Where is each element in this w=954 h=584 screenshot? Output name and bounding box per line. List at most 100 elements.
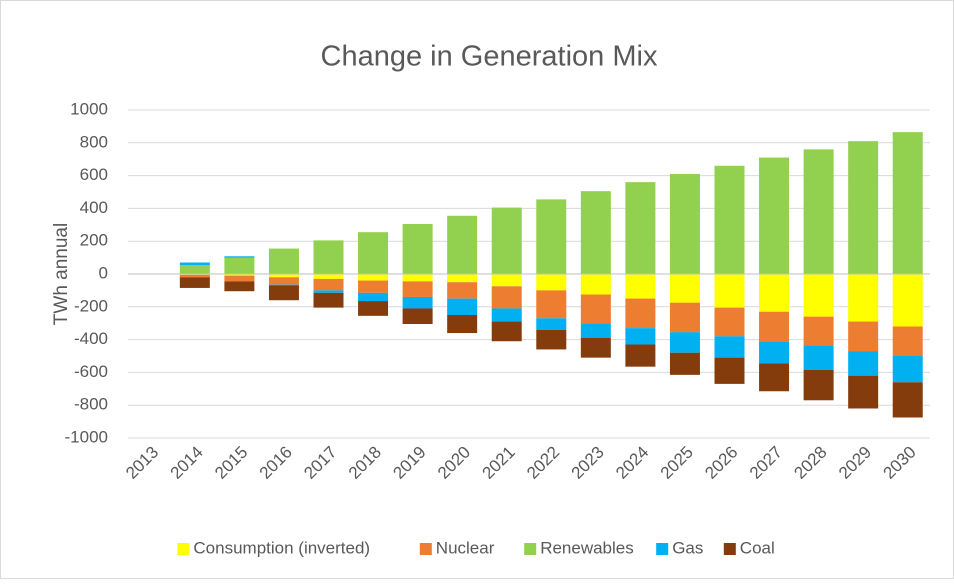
bar-segment: [447, 274, 478, 283]
bar-segment: [447, 315, 478, 334]
legend-label: Consumption (inverted): [193, 538, 370, 557]
legend-swatch: [524, 543, 537, 555]
bar-segment: [313, 278, 344, 291]
bar-segment: [669, 302, 700, 333]
bar-segment: [848, 321, 879, 352]
bar-segment: [402, 296, 433, 309]
bar-segment: [803, 369, 834, 401]
bar-segment: [268, 284, 299, 286]
y-tick-label: 1000: [70, 99, 108, 118]
legend-swatch: [177, 543, 190, 555]
bar-segment: [580, 294, 611, 324]
bar-segment: [669, 173, 700, 274]
bar-segment: [179, 264, 210, 274]
bar-segment: [358, 301, 389, 316]
bar-segment: [580, 323, 611, 338]
bar-segment: [402, 308, 433, 325]
bar-segment: [803, 345, 834, 370]
bar-segment: [402, 281, 433, 297]
bar-segment: [625, 328, 656, 345]
bar-segment: [580, 191, 611, 274]
bar-segment: [313, 292, 344, 308]
legend-label: Gas: [672, 538, 703, 557]
bar-segment: [447, 282, 478, 299]
bar-segment: [625, 298, 656, 329]
bar-segment: [491, 286, 522, 309]
bar-segment: [625, 182, 656, 274]
bar-segment: [580, 337, 611, 358]
bar-segment: [447, 298, 478, 315]
bar-segment: [892, 382, 923, 418]
bar-segment: [447, 215, 478, 274]
bar-segment: [358, 274, 389, 281]
bar-segment: [714, 307, 745, 337]
y-tick-label: 200: [80, 231, 108, 250]
bar-segment: [268, 277, 299, 285]
bar-segment: [714, 165, 745, 274]
bar-segment: [179, 277, 210, 288]
y-tick-label: 800: [80, 132, 108, 151]
bar-segment: [536, 318, 567, 330]
legend-label: Nuclear: [436, 538, 495, 557]
y-axis-label: TWh annual: [51, 223, 72, 325]
bar-segment: [491, 274, 522, 287]
bar-segment: [892, 132, 923, 274]
legend-label: Coal: [740, 538, 775, 557]
bar-segment: [669, 274, 700, 303]
bar-segment: [358, 280, 389, 293]
y-tick-label: -600: [74, 362, 108, 381]
bar-segment: [669, 352, 700, 375]
bar-segment: [268, 248, 299, 274]
bar-segment: [580, 274, 611, 295]
y-tick-label: -400: [74, 329, 108, 348]
bar-segment: [714, 357, 745, 384]
y-tick-label: 0: [99, 263, 108, 282]
bar-segment: [536, 290, 567, 319]
bar-segment: [224, 256, 255, 258]
bar-segment: [848, 141, 879, 274]
bar-segment: [491, 308, 522, 322]
bar-segment: [536, 274, 567, 291]
bar-segment: [759, 341, 790, 364]
y-tick-label: 600: [80, 165, 108, 184]
legend-swatch: [656, 543, 669, 555]
bar-segment: [224, 257, 255, 274]
bar-segment: [491, 207, 522, 274]
bar-segment: [268, 285, 299, 301]
bar-segment: [759, 157, 790, 274]
bar-segment: [268, 274, 299, 278]
bar-segment: [224, 275, 255, 282]
bar-segment: [892, 356, 923, 383]
legend-swatch: [419, 543, 432, 555]
bar-segment: [402, 274, 433, 282]
bar-segment: [313, 290, 344, 293]
bar-segment: [848, 274, 879, 322]
bar-segment: [669, 332, 700, 353]
bar-segment: [714, 336, 745, 358]
bar-segment: [892, 326, 923, 356]
bar-segment: [536, 329, 567, 350]
bar-segment: [714, 274, 745, 308]
bar-segment: [313, 274, 344, 279]
legend-label: Renewables: [540, 538, 634, 557]
bar-segment: [179, 274, 210, 278]
bar-segment: [402, 223, 433, 274]
bar-segment: [491, 321, 522, 342]
bar-segment: [759, 274, 790, 312]
bar-segment: [759, 363, 790, 392]
bar-segment: [358, 232, 389, 274]
bar-segment: [803, 149, 834, 274]
bar-segment: [848, 375, 879, 409]
y-tick-label: -800: [74, 395, 108, 414]
legend-swatch: [723, 543, 736, 555]
chart-title: Change in Generation Mix: [321, 41, 658, 73]
bar-segment: [848, 351, 879, 376]
bar-segment: [224, 281, 255, 292]
y-tick-label: 400: [80, 198, 108, 217]
bar-segment: [179, 262, 210, 265]
bar-segment: [892, 274, 923, 327]
bar-segment: [803, 316, 834, 346]
bar-segment: [358, 292, 389, 302]
bar-segment: [803, 274, 834, 317]
